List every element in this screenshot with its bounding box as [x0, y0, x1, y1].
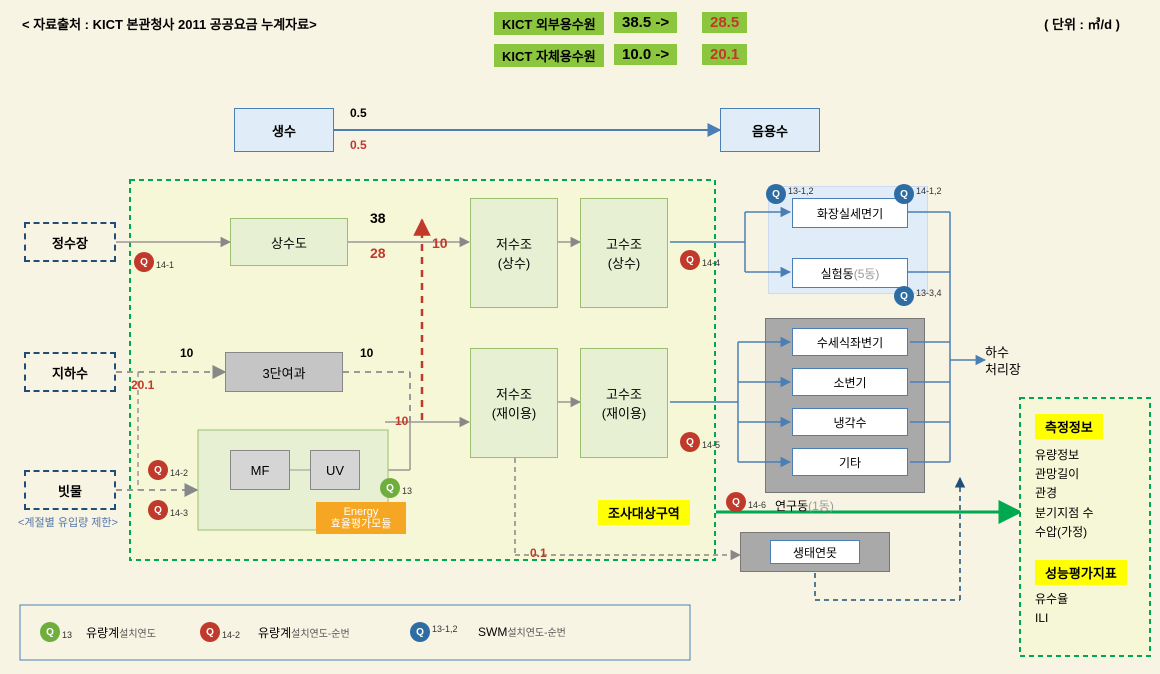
val-38: 38	[370, 210, 386, 226]
node-lab-building-sub: (5동)	[854, 265, 880, 282]
node-groundwater: 지하수	[24, 352, 116, 392]
node-raw-water: 생수	[234, 108, 334, 152]
val-05a: 0.5	[350, 106, 367, 120]
val-10c: 10	[360, 346, 373, 360]
legend-q13-12-icon: Q	[410, 622, 430, 642]
legend-q13-icon: Q	[40, 622, 60, 642]
study-area-label: 조사대상구역	[598, 500, 690, 525]
q-14-6-label: 14-6	[748, 500, 766, 510]
node-urinal: 소변기	[792, 368, 908, 396]
info-lines2: 유수율 ILI	[1035, 590, 1068, 628]
val-10b: 10	[180, 346, 193, 360]
legend-item2: 유량계설치연도-순번	[258, 624, 350, 641]
node-lab-building: 실험동(5동)	[792, 258, 908, 288]
node-drinking: 음용수	[720, 108, 820, 152]
node-low-tank-reuse: 저수조 (재이용)	[470, 348, 558, 458]
source-label: < 자료출처 : KICT 본관청사 2011 공공요금 누계자료>	[22, 14, 317, 33]
q-14-5-icon: Q	[680, 432, 700, 452]
unit-label: ( 단위 : ㎥/d )	[1044, 14, 1120, 33]
q-14-3-label: 14-3	[170, 508, 188, 518]
node-sewage-plant: 하수 처리장	[985, 345, 1021, 379]
val-28: 28	[370, 245, 386, 261]
val-05b: 0.5	[350, 138, 367, 152]
node-treatment-plant: 정수장	[24, 222, 116, 262]
node-uv: UV	[310, 450, 360, 490]
node-lab-building-label: 실험동	[821, 265, 854, 282]
q-14-1-label: 14-1	[156, 260, 174, 270]
node-mf: MF	[230, 450, 290, 490]
q-14-2-icon: Q	[148, 460, 168, 480]
val-201: 20.1	[131, 378, 154, 392]
node-low-tank-supply: 저수조 (상수)	[470, 198, 558, 308]
node-restroom-wash: 화장실세면기	[792, 198, 908, 228]
legend-q13-12-sub: 13-1,2	[432, 624, 458, 634]
q-13-12-label: 13-1,2	[788, 186, 814, 196]
node-rainwater: 빗물	[24, 470, 116, 510]
q-14-1-icon: Q	[134, 252, 154, 272]
q-14-12-label: 14-1,2	[916, 186, 942, 196]
header-external-to: 28.5	[702, 12, 747, 33]
node-waterworks: 상수도	[230, 218, 348, 266]
q-13-12-icon: Q	[766, 184, 786, 204]
q-14-4-icon: Q	[680, 250, 700, 270]
header-internal-label: KICT 자체용수원	[494, 44, 604, 67]
val-01: 0.1	[530, 546, 547, 560]
connector-lines	[0, 0, 1160, 674]
legend-item1: 유량계설치연도	[86, 624, 156, 641]
q-13-label: 13	[402, 486, 412, 496]
legend-item3: SWM설치연도-순번	[478, 624, 566, 639]
q-14-5-label: 14-5	[702, 440, 720, 450]
node-high-tank-reuse: 고수조 (재이용)	[580, 348, 668, 458]
header-external-label: KICT 외부용수원	[494, 12, 604, 35]
info-title2: 성능평가지표	[1035, 560, 1127, 585]
q-13-34-label: 13-3,4	[916, 288, 942, 298]
val-10d: 10	[395, 414, 408, 428]
group-eco-pond: 생태연못	[740, 532, 890, 572]
q-13-34-icon: Q	[894, 286, 914, 306]
q-14-4-label: 14-4	[702, 258, 720, 268]
legend-q14-2-icon: Q	[200, 622, 220, 642]
node-eco-pond: 생태연못	[770, 540, 860, 564]
node-flush-toilet: 수세식좌변기	[792, 328, 908, 356]
q-14-3-icon: Q	[148, 500, 168, 520]
legend-q13-sub: 13	[62, 630, 72, 640]
q-14-2-label: 14-2	[170, 468, 188, 478]
node-high-tank-supply: 고수조 (상수)	[580, 198, 668, 308]
node-three-stage: 3단여과	[225, 352, 343, 392]
node-energy-module: Energy 효율평가모듈	[316, 502, 406, 534]
val-10a: 10	[432, 235, 448, 251]
q-13-icon: Q	[380, 478, 400, 498]
header-external-from: 38.5 ->	[614, 12, 677, 33]
seasonal-note: <계절별 유입량 제한>	[18, 514, 118, 530]
q-14-12-icon: Q	[894, 184, 914, 204]
info-lines1: 유량정보 관망길이 관경 분기지점 수 수압(가정)	[1035, 446, 1145, 542]
header-internal-from: 10.0 ->	[614, 44, 677, 65]
info-title1: 측정정보	[1035, 414, 1103, 439]
legend-q14-2-sub: 14-2	[222, 630, 240, 640]
node-cooling: 냉각수	[792, 408, 908, 436]
header-internal-to: 20.1	[702, 44, 747, 65]
node-other: 기타	[792, 448, 908, 476]
q-14-6-icon: Q	[726, 492, 746, 512]
node-research-building: 연구동(1동)	[775, 497, 834, 514]
